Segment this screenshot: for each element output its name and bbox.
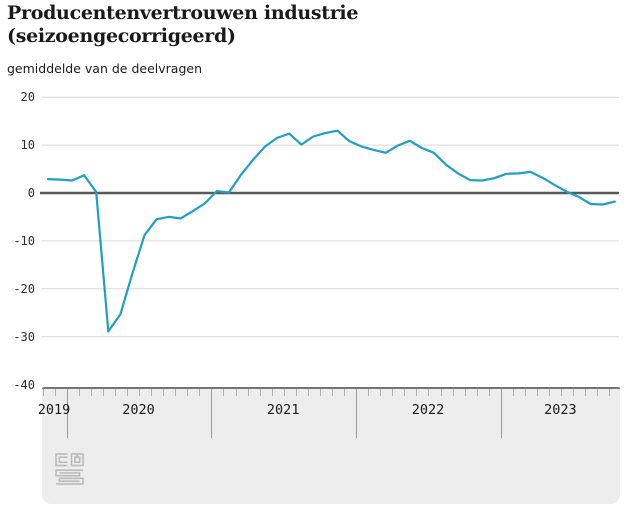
- y-tick-label: 10: [20, 138, 35, 153]
- month-tick: [259, 389, 261, 396]
- month-tick: [235, 389, 237, 396]
- month-tick: [295, 389, 297, 396]
- x-year-label: 2020: [122, 402, 155, 418]
- y-tick-label: -20: [13, 281, 35, 296]
- month-tick: [380, 389, 382, 396]
- month-tick: [597, 389, 599, 396]
- data-line: [46, 129, 616, 333]
- month-tick: [307, 389, 309, 396]
- cbs-logo-icon: [55, 453, 84, 485]
- month-tick: [416, 389, 418, 396]
- month-tick: [163, 389, 165, 396]
- x-year-label: 2023: [544, 402, 577, 418]
- month-tick: [102, 389, 104, 396]
- month-tick: [331, 389, 333, 396]
- month-tick: [561, 389, 563, 396]
- month-tick: [440, 389, 442, 396]
- month-tick: [126, 389, 128, 396]
- year-divider-tick: [211, 389, 213, 438]
- y-tick-label: -30: [13, 329, 35, 344]
- month-tick: [344, 389, 345, 396]
- month-tick: [585, 389, 587, 396]
- month-tick: [452, 389, 454, 396]
- month-tick: [187, 389, 189, 396]
- year-divider-tick: [356, 389, 358, 438]
- month-tick: [537, 389, 538, 396]
- month-tick: [512, 389, 514, 396]
- month-tick: [54, 389, 56, 396]
- month-tick: [476, 389, 478, 396]
- y-tick-label: 20: [20, 90, 35, 105]
- x-year-label: 2022: [411, 402, 445, 418]
- year-divider-tick: [500, 389, 502, 438]
- x-year-label: 2019: [37, 402, 71, 418]
- y-tick-label: -40: [13, 377, 35, 392]
- month-tick: [90, 389, 92, 396]
- month-tick: [42, 389, 44, 396]
- month-tick: [404, 389, 406, 396]
- month-tick: [392, 389, 394, 396]
- chart-title-line1: Producentenvertrouwen industrie: [7, 2, 359, 24]
- month-tick: [464, 389, 466, 396]
- month-tick: [223, 389, 225, 396]
- y-tick-label: 0: [27, 186, 35, 200]
- month-tick: [573, 389, 575, 396]
- month-tick: [175, 389, 177, 396]
- chart-subtitle: gemiddelde van de deelvragen: [7, 61, 202, 76]
- month-tick: [368, 389, 370, 396]
- month-tick: [283, 389, 285, 396]
- month-tick: [247, 389, 249, 396]
- month-tick: [139, 389, 140, 396]
- month-tick: [114, 389, 116, 396]
- chart-title: Producentenvertrouwen industrie (seizoen…: [7, 2, 358, 48]
- month-tick: [199, 389, 201, 396]
- y-tick-label: -10: [13, 233, 35, 248]
- month-tick: [151, 389, 152, 396]
- month-tick: [78, 389, 80, 396]
- month-tick: [609, 389, 611, 396]
- year-divider-tick: [66, 389, 68, 438]
- month-tick: [549, 389, 550, 396]
- month-tick: [319, 389, 321, 396]
- month-tick: [271, 389, 273, 396]
- x-year-label: 2021: [266, 402, 300, 418]
- x-axis-band: 2019 2020 2021 2022 2023: [38, 387, 620, 504]
- month-tick: [488, 389, 490, 396]
- month-tick: [524, 389, 526, 396]
- month-tick: [428, 389, 430, 396]
- chart-title-line2: (seizoengecorrigeerd): [7, 25, 236, 47]
